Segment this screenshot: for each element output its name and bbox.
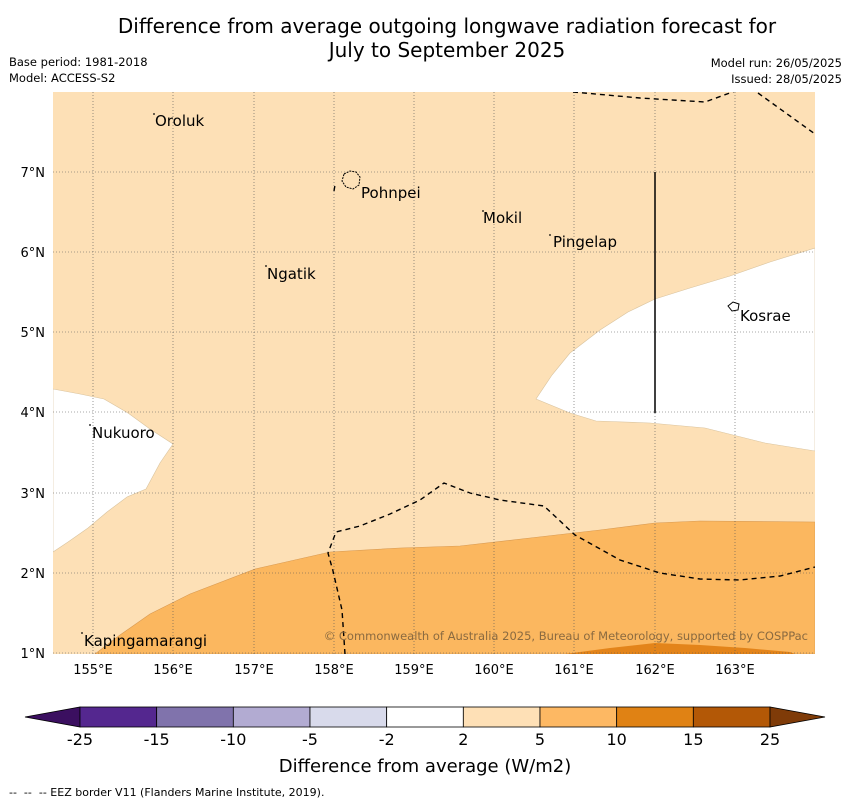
model-run-date: Model run: 26/05/2025 [710,56,842,70]
place-label-pohnpei: Pohnpei [361,184,421,202]
nukuoro-marker [89,424,91,426]
colorbar-segment [232,706,311,728]
x-tick-label: 159°E [394,663,434,678]
y-tick-label: 2°N [21,567,46,582]
x-tick-label: 160°E [474,663,514,678]
issued-date: Issued: 28/05/2025 [731,72,842,86]
colorbar-tick-label: 15 [683,730,703,749]
x-tick-label: 163°E [715,663,755,678]
colorbar-segment [79,706,158,728]
colorbar-title: Difference from average (W/m2) [279,756,571,777]
place-label-kosrae: Kosrae [740,307,791,325]
colorbar-extend-low [24,706,81,728]
colorbar-tick-label: -5 [302,730,318,749]
colorbar-tick-label: -2 [379,730,395,749]
eez-border-fragment [333,184,336,192]
place-label-pingelap: Pingelap [553,233,617,251]
y-tick-label: 5°N [21,326,46,341]
colorbar-segment [692,706,771,728]
ngatik-marker [265,265,267,267]
x-tick-label: 155°E [73,663,113,678]
x-tick-label: 162°E [635,663,675,678]
colorbar-segment [309,706,388,728]
y-tick-label: 6°N [21,246,46,261]
colorbar-tick-label: 2 [458,730,468,749]
colorbar-segment [616,706,694,728]
colorbar-tick-label: -15 [144,730,170,749]
x-tick-label: 156°E [153,663,193,678]
colorbar-segment [386,706,464,728]
colorbar-segment [539,706,618,728]
y-tick-label: 1°N [21,647,46,662]
eez-border-top-right [757,92,815,135]
colorbar-segment [462,706,541,728]
colorbar-tick-label: -25 [67,730,93,749]
place-label-oroluk: Oroluk [155,112,204,130]
x-tick-label: 158°E [314,663,354,678]
colorbar-tick-label: 5 [535,730,545,749]
pingelap-marker [549,234,551,236]
oroluk-marker [153,113,155,115]
copyright-notice: © Commonwealth of Australia 2025, Bureau… [324,629,808,643]
colorbar-tick-label: 25 [760,730,780,749]
kapingamarangi-marker [81,632,83,634]
title-line-1: Difference from average outgoing longwav… [117,14,777,38]
eez-border-top [572,92,735,103]
y-tick-label: 7°N [21,166,46,181]
x-tick-label: 161°E [554,663,594,678]
eez-border-south [327,482,815,654]
place-label-mokil: Mokil [483,209,522,227]
eez-borders [327,92,815,654]
colorbar: -25 -15 -10 -5 -2 2 5 10 15 25 Difference from av… [24,706,826,777]
model-name: Model: ACCESS-S2 [9,71,116,85]
near-normal-region-west [53,388,174,553]
mokil-marker [482,210,484,212]
colorbar-segment [156,706,234,728]
anomaly-5-to-10-region [94,520,815,654]
eez-legend-note: -- -- -- EEZ border V11 (Flanders Marine… [9,786,325,799]
y-tick-label: 3°N [21,487,46,502]
place-label-nukuoro: Nukuoro [92,424,155,442]
colorbar-tick-label: 10 [606,730,626,749]
place-label-kapingamarangi: Kapingamarangi [84,632,207,650]
x-tick-label: 157°E [234,663,274,678]
place-label-ngatik: Ngatik [267,265,316,283]
colorbar-extend-high [769,706,826,728]
kosrae-island-shape [727,301,740,312]
pohnpei-island-shape [341,170,361,190]
base-period: Base period: 1981-2018 [9,55,148,69]
colorbar-tick-label: -10 [220,730,246,749]
anomaly-10-to-15-region [565,643,795,654]
y-tick-label: 4°N [21,406,46,421]
title-line-2: July to September 2025 [328,38,566,62]
gridlines [53,92,815,654]
near-normal-region-east [535,247,815,452]
